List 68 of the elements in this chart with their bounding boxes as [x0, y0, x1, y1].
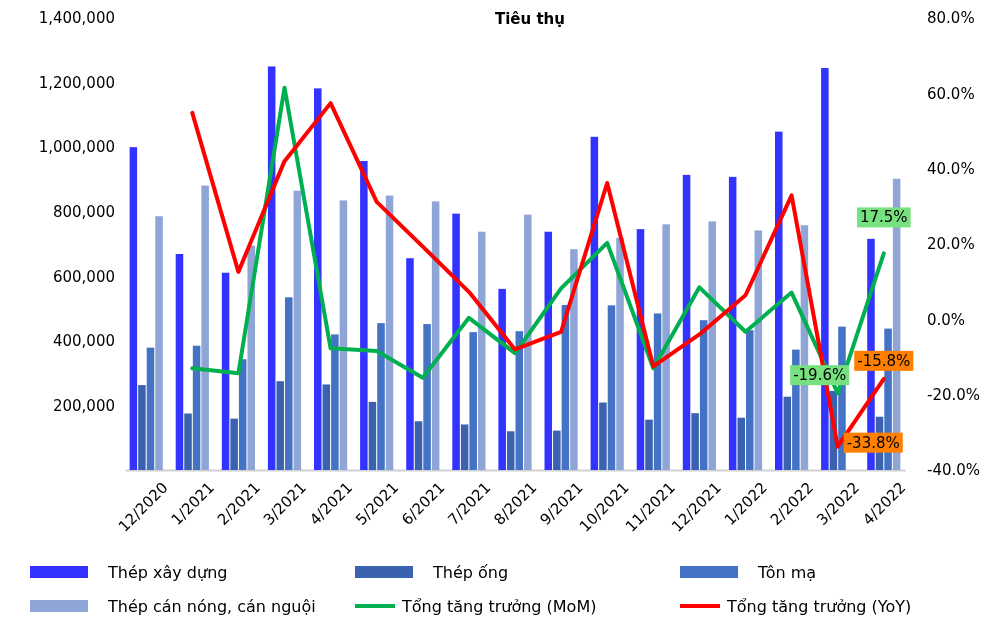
y-tick-label: 600,000 [52, 267, 115, 286]
bar [230, 418, 238, 470]
bar [423, 324, 431, 470]
legend-label: Thép cán nóng, cán nguội [107, 597, 316, 616]
bar [469, 332, 477, 470]
bar [691, 413, 699, 470]
data-label: -15.8% [857, 351, 911, 370]
bar [607, 305, 616, 470]
y2-tick-label: 0.0% [927, 310, 966, 329]
bar [783, 396, 792, 470]
bar [746, 330, 754, 470]
bar [452, 213, 460, 470]
bar [368, 401, 377, 470]
legend-label: Tổng tăng trưởng (MoM) [401, 597, 597, 616]
bar [276, 381, 284, 470]
bar [146, 347, 155, 470]
bar [138, 385, 146, 470]
bar [184, 413, 192, 470]
chart-title: Tiêu thụ [495, 10, 565, 28]
bar [201, 185, 209, 470]
legend-label: Tôn mạ [757, 563, 817, 582]
bar [616, 237, 624, 470]
bar [129, 147, 138, 470]
y-tick-label: 800,000 [52, 203, 115, 222]
y-tick-label: 1,400,000 [38, 9, 115, 28]
y2-tick-label: -40.0% [927, 461, 981, 480]
data-label: -33.8% [846, 433, 900, 452]
bar [360, 161, 368, 470]
bar [155, 216, 163, 470]
y2-tick-label: 40.0% [927, 159, 975, 178]
bar [645, 419, 653, 470]
legend-label: Tổng tăng trưởng (YoY) [726, 597, 912, 616]
bar [377, 323, 385, 470]
bar [414, 421, 423, 470]
data-label: -19.6% [793, 366, 847, 385]
bar [322, 384, 331, 470]
bar [498, 288, 506, 470]
data-label: 17.5% [859, 208, 908, 227]
bar [699, 320, 708, 470]
y-tick-label: 200,000 [52, 396, 115, 415]
y-tick-label: 1,000,000 [38, 138, 115, 157]
legend-label: Thép ống [432, 563, 509, 582]
bar [221, 272, 230, 470]
bar [331, 334, 339, 470]
bar [175, 254, 184, 470]
y2-tick-label: 80.0% [927, 9, 975, 28]
bar [737, 417, 745, 470]
y2-tick-label: 60.0% [927, 84, 975, 103]
bar [460, 424, 469, 470]
bar [506, 431, 515, 470]
bar [662, 224, 670, 470]
bar [192, 345, 201, 470]
y-tick-label: 400,000 [52, 332, 115, 351]
bar [293, 190, 302, 470]
bar [406, 258, 414, 470]
bar [524, 214, 532, 470]
bar [339, 200, 348, 470]
legend-label: Thép xây dựng [107, 563, 228, 582]
bar [553, 430, 561, 470]
bar [285, 297, 293, 470]
bar [314, 88, 322, 470]
bar [599, 402, 607, 470]
y2-tick-label: 20.0% [927, 235, 975, 254]
bar [570, 249, 578, 470]
bar [775, 131, 783, 470]
y2-tick-label: -20.0% [927, 385, 981, 404]
y-tick-label: 1,200,000 [38, 73, 115, 92]
bar [708, 221, 716, 470]
